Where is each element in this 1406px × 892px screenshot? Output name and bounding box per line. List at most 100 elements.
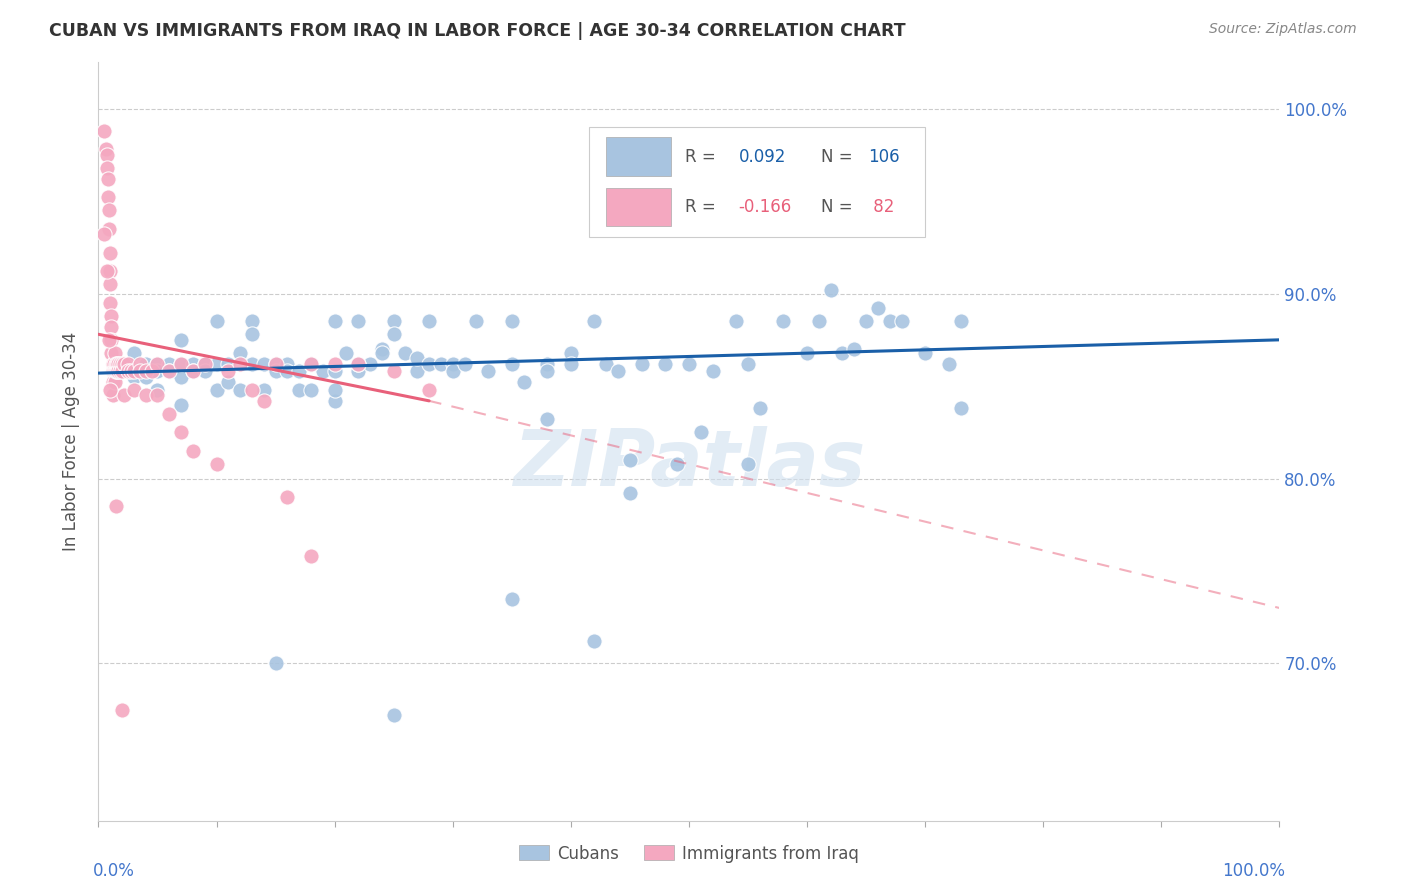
Point (844, 342, 866, 356)
Point (583, 634, 606, 648)
Point (94, 142, 117, 156)
Point (418, 314, 440, 328)
Point (312, 364, 335, 378)
Point (371, 345, 394, 359)
Text: -0.166: -0.166 (738, 198, 792, 216)
Point (866, 301, 889, 316)
Point (146, 388, 169, 402)
Point (98, 296, 121, 310)
Point (170, 398, 193, 412)
Point (418, 383, 440, 397)
Point (276, 364, 298, 378)
Point (654, 357, 676, 371)
Point (97, 172, 120, 186)
Point (111, 357, 134, 371)
Point (100, 309, 122, 323)
Point (501, 591, 523, 606)
Point (96, 264, 118, 278)
Point (406, 351, 429, 366)
Point (240, 314, 263, 328)
Point (104, 364, 127, 378)
Point (108, 364, 131, 378)
Point (323, 393, 346, 408)
Point (240, 383, 263, 397)
Point (890, 314, 912, 328)
Point (135, 369, 157, 384)
Point (128, 357, 150, 371)
Point (93, 124, 115, 138)
Point (194, 364, 217, 378)
Point (96, 161, 118, 175)
Point (104, 376, 127, 390)
Point (702, 364, 724, 378)
Point (347, 314, 370, 328)
Point (406, 364, 429, 378)
Point (96, 148, 118, 162)
Point (101, 357, 124, 371)
Point (170, 357, 193, 371)
Point (418, 357, 440, 371)
Point (536, 412, 558, 426)
Point (111, 364, 134, 378)
Point (323, 364, 346, 378)
Point (122, 383, 145, 397)
Point (796, 345, 818, 359)
Point (430, 357, 453, 371)
Point (112, 357, 135, 371)
Point (831, 345, 853, 359)
Text: R =: R = (685, 198, 721, 216)
Point (128, 364, 150, 378)
Point (359, 357, 381, 371)
Point (181, 364, 204, 378)
Point (103, 364, 125, 378)
Text: 100.0%: 100.0% (1222, 863, 1285, 880)
Point (441, 357, 464, 371)
Point (205, 457, 228, 471)
Point (170, 369, 193, 384)
Point (105, 357, 128, 371)
Point (560, 357, 582, 371)
Point (276, 490, 298, 504)
Text: N =: N = (821, 147, 858, 166)
Legend: Cubans, Immigrants from Iraq: Cubans, Immigrants from Iraq (512, 838, 866, 869)
Point (93, 227, 115, 242)
Point (382, 314, 405, 328)
Point (347, 357, 370, 371)
Point (107, 357, 129, 371)
Point (101, 388, 124, 402)
Point (146, 357, 169, 371)
Point (157, 364, 180, 378)
Point (100, 345, 122, 359)
Point (914, 345, 936, 359)
Point (560, 345, 582, 359)
Point (194, 357, 217, 371)
Point (205, 383, 228, 397)
Point (98, 383, 121, 397)
Point (194, 357, 217, 371)
Point (205, 314, 228, 328)
FancyBboxPatch shape (606, 137, 671, 176)
Point (323, 357, 346, 371)
Text: 82: 82 (869, 198, 894, 216)
Point (748, 401, 770, 416)
Point (135, 364, 157, 378)
Point (725, 314, 748, 328)
Point (299, 549, 322, 564)
Point (288, 364, 311, 378)
Point (229, 357, 252, 371)
Point (619, 486, 641, 500)
Point (299, 383, 322, 397)
Point (347, 364, 370, 378)
Text: 106: 106 (869, 147, 900, 166)
FancyBboxPatch shape (589, 127, 925, 236)
Point (607, 364, 630, 378)
Point (299, 357, 322, 371)
Point (253, 383, 276, 397)
Point (512, 376, 534, 390)
Point (240, 327, 263, 342)
Point (157, 357, 180, 371)
Point (630, 357, 652, 371)
Point (101, 364, 124, 378)
Point (323, 314, 346, 328)
Text: CUBAN VS IMMIGRANTS FROM IRAQ IN LABOR FORCE | AGE 30-34 CORRELATION CHART: CUBAN VS IMMIGRANTS FROM IRAQ IN LABOR F… (49, 22, 905, 40)
